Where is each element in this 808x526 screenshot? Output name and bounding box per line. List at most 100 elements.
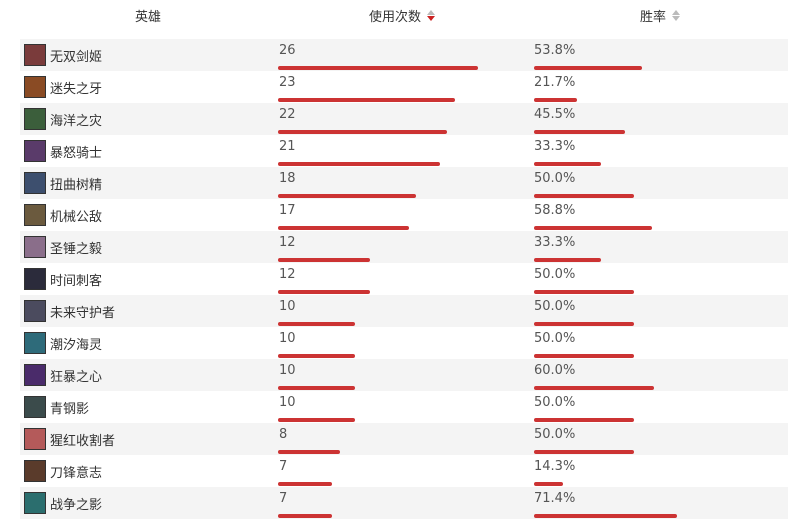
hero-avatar[interactable] [24, 428, 46, 450]
sort-desc-icon[interactable] [427, 9, 436, 21]
hero-avatar[interactable] [24, 236, 46, 258]
uses-bar [278, 130, 448, 134]
hero-cell[interactable]: 迷失之牙 [24, 75, 102, 99]
winrate-bar [534, 450, 634, 454]
uses-bar [278, 482, 332, 486]
hero-cell[interactable]: 未来守护者 [24, 299, 115, 323]
hero-column-header: 英雄 [135, 6, 162, 25]
hero-name: 狂暴之心 [50, 369, 103, 385]
uses-value: 10 [279, 395, 296, 410]
winrate-bar [534, 258, 601, 262]
uses-value: 17 [279, 203, 296, 218]
winrate-value: 50.0% [534, 299, 576, 314]
hero-cell[interactable]: 圣锤之毅 [24, 235, 102, 259]
hero-avatar[interactable] [24, 300, 46, 322]
hero-avatar[interactable] [24, 396, 46, 418]
winrate-bar [534, 66, 642, 70]
uses-bar [278, 354, 355, 358]
hero-cell[interactable]: 猩红收割者 [24, 427, 115, 451]
hero-avatar[interactable] [24, 364, 46, 386]
hero-cell[interactable]: 狂暴之心 [24, 363, 102, 387]
hero-name: 时间刺客 [50, 273, 103, 289]
table-row[interactable]: 猩红收割者 8 50.0% [20, 423, 788, 455]
uses-bar [278, 98, 455, 102]
table-row[interactable]: 青钢影 10 50.0% [20, 391, 788, 423]
winrate-value: 58.8% [534, 203, 576, 218]
winrate-value: 50.0% [534, 427, 576, 442]
winrate-value: 21.7% [534, 75, 576, 90]
winrate-bar [534, 130, 625, 134]
winrate-value: 50.0% [534, 395, 576, 410]
winrate-bar [534, 290, 634, 294]
winrate-bar [534, 162, 601, 166]
hero-name: 暴怒骑士 [50, 145, 103, 161]
table-row[interactable]: 暴怒骑士 21 33.3% [20, 135, 788, 167]
table-row[interactable]: 迷失之牙 23 21.7% [20, 71, 788, 103]
table-row[interactable]: 战争之影 7 71.4% [20, 487, 788, 519]
hero-header-label: 英雄 [135, 9, 162, 25]
hero-cell[interactable]: 潮汐海灵 [24, 331, 102, 355]
hero-avatar[interactable] [24, 204, 46, 226]
hero-name: 青钢影 [50, 401, 90, 417]
hero-avatar[interactable] [24, 140, 46, 162]
table-row[interactable]: 扭曲树精 18 50.0% [20, 167, 788, 199]
hero-cell[interactable]: 暴怒骑士 [24, 139, 102, 163]
table-row[interactable]: 圣锤之毅 12 33.3% [20, 231, 788, 263]
hero-cell[interactable]: 时间刺客 [24, 267, 102, 291]
uses-header-label[interactable]: 使用次数 [369, 9, 422, 25]
uses-value: 10 [279, 331, 296, 346]
table-header: 英雄 使用次数 胜率 [0, 0, 808, 36]
hero-cell[interactable]: 机械公敌 [24, 203, 102, 227]
hero-avatar[interactable] [24, 492, 46, 514]
table-row[interactable]: 刀锋意志 7 14.3% [20, 455, 788, 487]
table-row[interactable]: 无双剑姬 26 53.8% [20, 39, 788, 71]
hero-name: 战争之影 [50, 497, 103, 513]
uses-bar [278, 290, 371, 294]
uses-value: 8 [279, 427, 288, 442]
uses-bar [278, 514, 332, 518]
hero-avatar[interactable] [24, 108, 46, 130]
hero-name: 无双剑姬 [50, 49, 103, 65]
uses-column-header[interactable]: 使用次数 [369, 6, 436, 25]
winrate-column-header[interactable]: 胜率 [640, 6, 681, 25]
table-row[interactable]: 机械公敌 17 58.8% [20, 199, 788, 231]
uses-value: 22 [279, 107, 296, 122]
winrate-value: 50.0% [534, 331, 576, 346]
winrate-value: 71.4% [534, 491, 576, 506]
uses-value: 18 [279, 171, 296, 186]
hero-name: 圣锤之毅 [50, 241, 103, 257]
uses-value: 10 [279, 299, 296, 314]
hero-avatar[interactable] [24, 460, 46, 482]
table-row[interactable]: 时间刺客 12 50.0% [20, 263, 788, 295]
hero-cell[interactable]: 扭曲树精 [24, 171, 102, 195]
uses-bar [278, 322, 355, 326]
sort-icon[interactable] [672, 9, 681, 21]
winrate-bar [534, 226, 652, 230]
table-row[interactable]: 未来守护者 10 50.0% [20, 295, 788, 327]
uses-bar [278, 226, 409, 230]
winrate-bar [534, 98, 578, 102]
hero-avatar[interactable] [24, 268, 46, 290]
hero-cell[interactable]: 无双剑姬 [24, 43, 102, 67]
hero-name: 潮汐海灵 [50, 337, 103, 353]
winrate-value: 45.5% [534, 107, 576, 122]
uses-bar [278, 418, 355, 422]
uses-value: 7 [279, 459, 288, 474]
uses-value: 23 [279, 75, 296, 90]
hero-avatar[interactable] [24, 172, 46, 194]
uses-bar [278, 194, 417, 198]
table-row[interactable]: 潮汐海灵 10 50.0% [20, 327, 788, 359]
hero-avatar[interactable] [24, 332, 46, 354]
table-row[interactable]: 海洋之灾 22 45.5% [20, 103, 788, 135]
uses-value: 12 [279, 235, 296, 250]
winrate-header-label[interactable]: 胜率 [640, 9, 667, 25]
hero-cell[interactable]: 刀锋意志 [24, 459, 102, 483]
hero-cell[interactable]: 海洋之灾 [24, 107, 102, 131]
hero-avatar[interactable] [24, 76, 46, 98]
hero-avatar[interactable] [24, 44, 46, 66]
hero-cell[interactable]: 战争之影 [24, 491, 102, 515]
winrate-bar [534, 482, 563, 486]
table-row[interactable]: 狂暴之心 10 60.0% [20, 359, 788, 391]
hero-cell[interactable]: 青钢影 [24, 395, 89, 419]
uses-bar [278, 66, 478, 70]
